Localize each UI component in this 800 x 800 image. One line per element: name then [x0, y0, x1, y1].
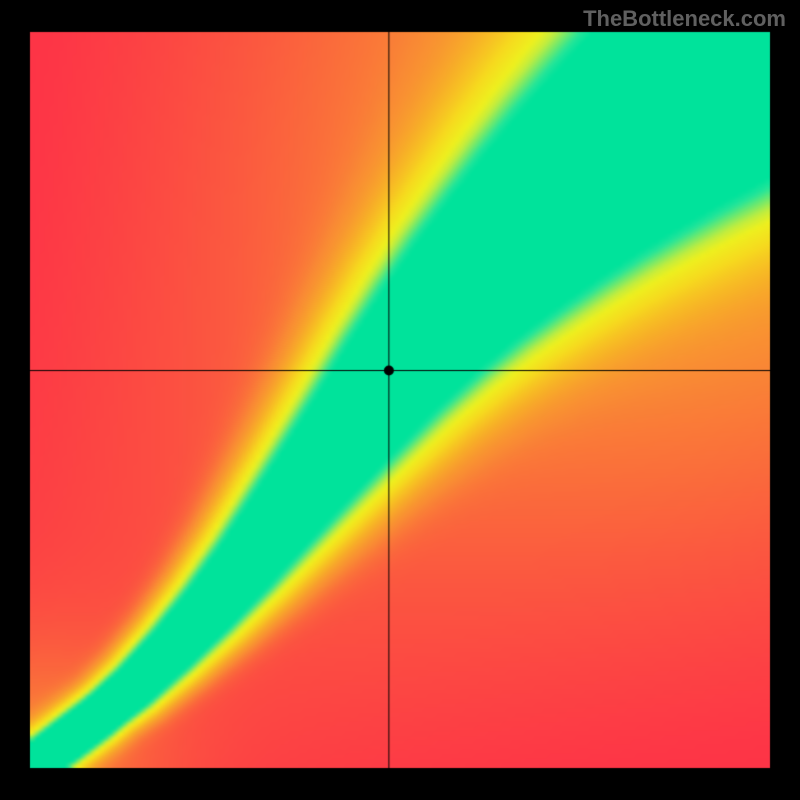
heatmap-canvas [0, 0, 800, 800]
watermark-text: TheBottleneck.com [583, 6, 786, 32]
chart-container: TheBottleneck.com [0, 0, 800, 800]
